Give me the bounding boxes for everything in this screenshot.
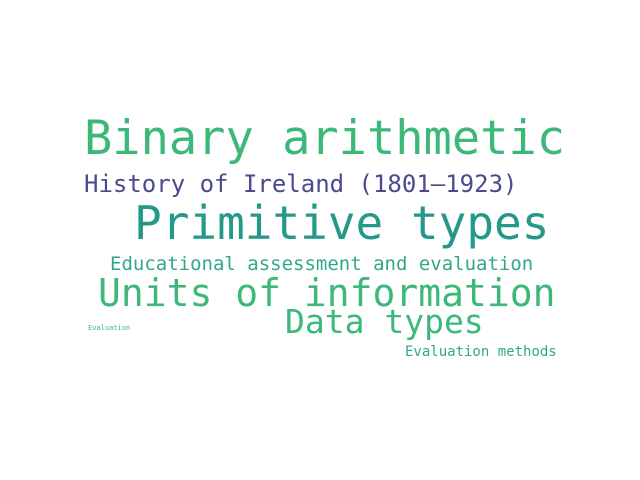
word-data-types: Data types (285, 302, 484, 341)
word-primitive-types: Primitive types (134, 196, 550, 250)
word-binary-arithmetic: Binary arithmetic (84, 111, 566, 166)
word-units-of-information: Units of information (98, 271, 556, 315)
word-educational-assessment: Educational assessment and evaluation (110, 253, 534, 275)
word-history-of-ireland: History of Ireland (1801–1923) (84, 170, 518, 198)
word-evaluation: Evaluation (88, 324, 131, 332)
word-evaluation-methods: Evaluation methods (405, 344, 557, 360)
